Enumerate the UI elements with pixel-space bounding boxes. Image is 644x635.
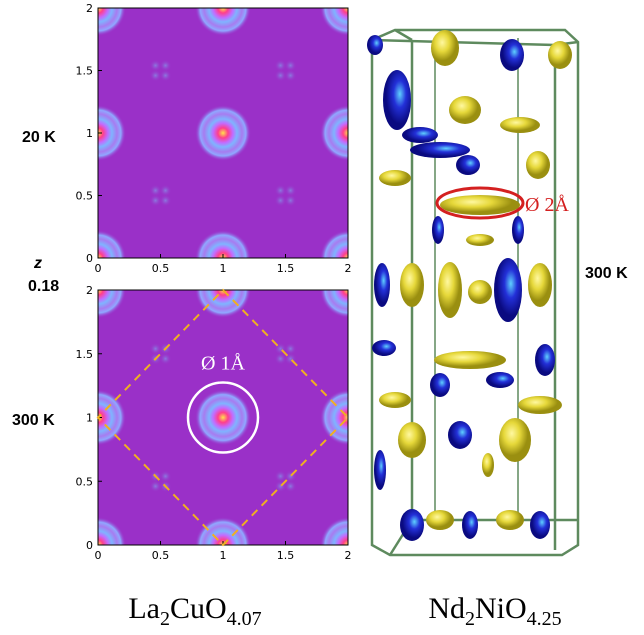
figure: 00.511.5200.511.5200.511.5200.511.52Ø 1Å xyxy=(0,0,644,635)
caption-part: Nd xyxy=(428,592,465,625)
caption-sub: 4.07 xyxy=(227,608,262,630)
x-tick-label: 2 xyxy=(345,549,352,562)
caption-part: NiO xyxy=(475,592,527,625)
x-tick-label: 0 xyxy=(95,549,102,562)
temperature-label: 300 K xyxy=(12,412,55,429)
y-tick-label: 0 xyxy=(86,539,93,552)
caption: Nd2NiO4.25 xyxy=(428,592,561,630)
caption-sub: 2 xyxy=(465,608,475,630)
y-tick-label: 2 xyxy=(86,284,93,297)
faint-peak xyxy=(285,195,297,207)
x-tick-label: 1.5 xyxy=(277,549,295,562)
y-tick-label: 1 xyxy=(86,127,93,140)
caption-part: La xyxy=(128,592,160,625)
plot-area xyxy=(70,262,376,573)
faint-peak xyxy=(285,480,297,492)
caption-part: CuO xyxy=(170,592,227,625)
x-tick-label: 2 xyxy=(345,262,352,275)
x-tick-label: 0 xyxy=(95,262,102,275)
structure-render: Ø 2Å xyxy=(367,30,578,555)
y-tick-label: 0.5 xyxy=(76,475,94,488)
plot-area xyxy=(70,0,376,286)
y-tick-label: 1.5 xyxy=(76,348,94,361)
y-tick-label: 1.5 xyxy=(76,65,94,78)
faint-peak xyxy=(285,70,297,82)
y-tick-label: 2 xyxy=(86,2,93,15)
y-tick-label: 1 xyxy=(86,412,93,425)
faint-peak xyxy=(160,195,172,207)
x-tick-label: 1.5 xyxy=(277,262,295,275)
x-tick-label: 1 xyxy=(220,262,227,275)
temperature-label: 20 K xyxy=(22,129,56,146)
z-label: z xyxy=(33,255,42,272)
caption-sub: 2 xyxy=(160,608,170,630)
size-annotation: Ø 2Å xyxy=(525,194,569,216)
caption: La2CuO4.07 xyxy=(128,592,261,630)
y-tick-label: 0.5 xyxy=(76,190,94,203)
x-tick-label: 0.5 xyxy=(152,549,170,562)
y-tick-label: 0 xyxy=(86,252,93,265)
faint-peak xyxy=(160,353,172,365)
caption-sub: 4.25 xyxy=(527,608,562,630)
heatmap-panel: 0 0.5 1 1.5 2 0 0.5 1 1.5 2 xyxy=(70,0,376,286)
density-peak xyxy=(195,105,251,161)
temperature-label: 300 K xyxy=(585,265,628,282)
x-tick-label: 0.5 xyxy=(152,262,170,275)
size-annotation: Ø 1Å xyxy=(201,353,245,375)
faint-peak xyxy=(160,70,172,82)
density-peak xyxy=(195,390,251,446)
z-value: 0.18 xyxy=(28,278,59,295)
x-tick-label: 1 xyxy=(220,549,227,562)
